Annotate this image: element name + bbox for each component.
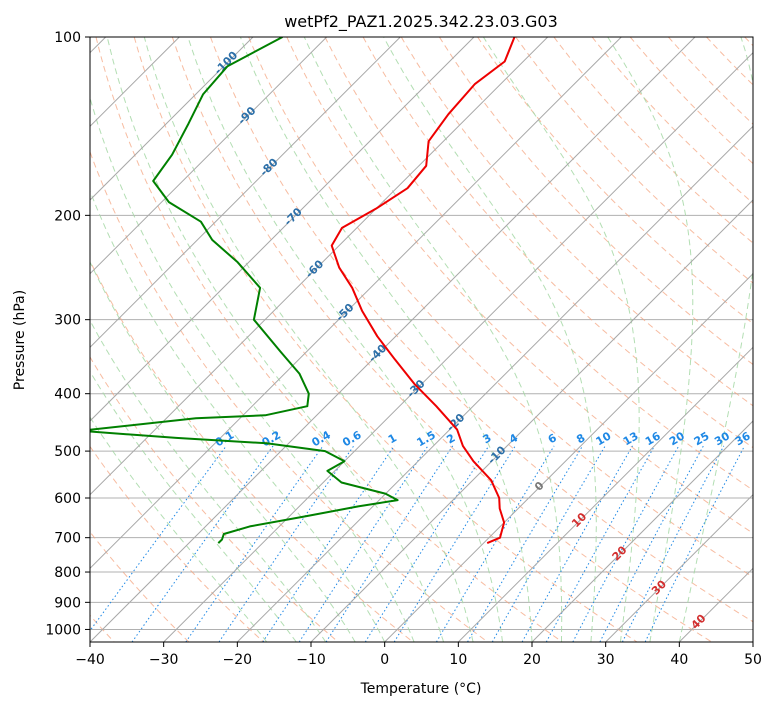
dry-adiabat-line	[324, 37, 753, 491]
x-tick-label--20: −20	[223, 652, 253, 668]
isotherm-line	[531, 420, 753, 642]
y-tick-label-500: 500	[54, 444, 81, 460]
dry-adiabat-line	[400, 37, 753, 407]
y-tick-label-600: 600	[54, 491, 81, 507]
y-tick-label-700: 700	[54, 531, 81, 547]
isotherm-line	[236, 125, 753, 642]
moist-adiabat-line	[90, 319, 327, 642]
mixing-ratio-line-3	[364, 445, 490, 642]
moist-adiabat-line	[482, 37, 640, 642]
x-tick-label--40: −40	[75, 652, 105, 668]
isotherm-line	[90, 37, 401, 349]
dry-adiabat-line	[133, 37, 638, 642]
mixing-ratio-line-1	[262, 445, 395, 642]
mixing-ratio-line-0.4	[185, 445, 324, 642]
x-axis-title: Temperature (°C)	[360, 681, 482, 697]
isotherm-line	[163, 51, 753, 642]
dry-adiabat-line	[90, 259, 414, 642]
moist-adiabat-line	[90, 260, 356, 642]
x-tick-label-20: 20	[523, 652, 541, 668]
dry-adiabat-line	[90, 356, 339, 642]
dewpoint-profile-line	[90, 37, 399, 544]
moist-adiabat-line	[90, 416, 268, 642]
y-axis-title: Pressure (hPa)	[12, 290, 28, 390]
mixing-ratio-line-13	[521, 445, 633, 642]
isotherm-line	[90, 37, 475, 422]
plot-background	[90, 37, 753, 642]
y-tick-label-200: 200	[54, 208, 81, 224]
moist-adiabat-line	[383, 37, 597, 642]
mixing-ratio-line-0.6	[218, 445, 355, 642]
isotherm-line	[605, 493, 753, 642]
isotherm-line	[457, 346, 753, 642]
x-tick-label-50: 50	[744, 652, 762, 668]
temperature-profile-line	[330, 37, 516, 545]
isotherm-line	[310, 199, 753, 642]
dry-adiabat-line	[210, 37, 753, 623]
isotherm-line	[90, 37, 696, 642]
y-tick-label-900: 900	[54, 595, 81, 611]
x-tick-label-40: 40	[670, 652, 688, 668]
moist-adiabat-line	[187, 37, 503, 642]
mixing-ratio-line-1.5	[298, 445, 429, 642]
mixing-ratio-line-16	[545, 445, 656, 642]
moist-adiabat-line	[607, 37, 694, 642]
y-tick-label-100: 100	[54, 30, 81, 46]
dry-adiabat-line	[591, 37, 753, 204]
mixing-ratio-line-30	[621, 445, 725, 642]
y-tick-label-400: 400	[54, 387, 81, 403]
dry-adiabat-line	[90, 445, 264, 642]
chart-title: wetPf2_PAZ1.2025.342.23.03.G03	[284, 12, 558, 32]
y-axis-ticks: 100 200 300 400 500 600 700 800 900 1000	[45, 30, 90, 638]
mixing-ratio-line-2	[325, 445, 454, 642]
y-tick-label-800: 800	[54, 565, 81, 581]
mixing-ratio-line-36	[644, 445, 746, 642]
x-tick-label--10: −10	[296, 652, 326, 668]
mixing-ratio-line-8	[467, 445, 584, 642]
dry-adiabat-line	[553, 37, 753, 244]
plot-frame	[89, 36, 754, 643]
moist-adiabat-line	[90, 370, 297, 642]
y-tick-label-1000: 1000	[45, 622, 81, 638]
moist-adiabat-line	[678, 37, 753, 642]
isotherm-line	[384, 272, 753, 642]
dry-adiabat-line	[248, 37, 753, 578]
profile-lines	[90, 37, 516, 545]
isotherms	[90, 37, 753, 642]
moist-adiabat-line	[90, 189, 386, 642]
isotherm-line	[90, 37, 622, 570]
mixing-ratio-line-6	[435, 445, 555, 642]
x-tick-label-10: 10	[449, 652, 467, 668]
dry-adiabat-line	[171, 37, 712, 642]
moist-adiabat-line	[303, 37, 563, 642]
x-tick-label-30: 30	[597, 652, 615, 668]
x-tick-label-0: 0	[380, 652, 389, 668]
mixing-ratio-lines	[90, 445, 746, 642]
x-axis-ticks: −40 −30 −20 −10 0 10 20 30 40 50	[75, 642, 762, 668]
isotherm-line	[90, 37, 328, 275]
dry-adiabat-line	[95, 37, 563, 642]
y-tick-label-300: 300	[54, 313, 81, 329]
dry-adiabat-line	[438, 37, 753, 366]
moist-adiabat-line	[239, 37, 533, 642]
pressure-gridlines	[90, 37, 753, 630]
isotherm-line	[90, 37, 549, 496]
mixing-ratio-line-0.2	[131, 445, 274, 642]
dry-adiabat-line	[286, 37, 753, 534]
x-tick-label--30: −30	[149, 652, 179, 668]
moist-adiabat-line	[143, 37, 474, 642]
isotherm-line	[90, 37, 254, 201]
